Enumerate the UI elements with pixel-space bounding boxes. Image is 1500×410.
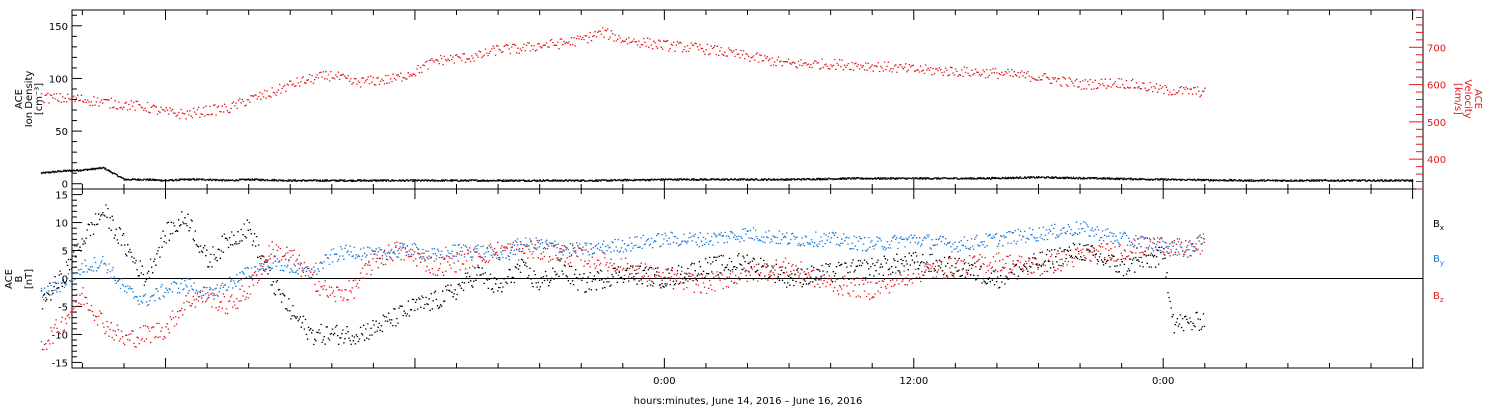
b-axis-label-line2: B xyxy=(14,275,25,282)
bz-series xyxy=(40,236,1206,351)
b-tick-label: -5 xyxy=(58,302,68,313)
density-axis-label-line3: [cm⁻³] xyxy=(34,83,45,115)
x-axis-title: hours:minutes, June 14, 2016 – June 16, … xyxy=(634,396,863,407)
x-axis-ticks: 0:00 12:00 0:00 xyxy=(81,10,1414,387)
by-series xyxy=(40,221,1206,307)
velocity-tick-label: 500 xyxy=(1427,118,1446,129)
x-tick-label: 0:00 xyxy=(653,376,675,387)
density-series xyxy=(40,166,1414,182)
b-tick-label: 15 xyxy=(55,191,68,202)
top-panel-ticks: 0 50 100 150 400 500 600 700 xyxy=(49,9,1446,191)
density-axis-label-line2: Ion Density xyxy=(24,71,35,128)
density-axis-label: ACE Ion Density [cm⁻³] xyxy=(14,71,45,128)
b-axis-label-line1: ACE xyxy=(4,269,15,289)
velocity-axis-label: ACE Velocity [km/s] xyxy=(1452,79,1483,118)
b-axis-label-line3: [nT] xyxy=(24,269,35,289)
x-tick-label: 12:00 xyxy=(899,376,928,387)
density-tick-label: 100 xyxy=(49,74,68,85)
legend-by: By xyxy=(1433,254,1444,267)
velocity-series xyxy=(40,27,1206,120)
legend-bz: Bz xyxy=(1433,291,1444,304)
b-tick-label: 0 xyxy=(62,275,68,286)
velocity-axis-label-line3: [km/s] xyxy=(1452,83,1463,115)
b-tick-label: 10 xyxy=(55,219,68,230)
velocity-axis-label-line2: Velocity xyxy=(1462,79,1473,118)
bx-series xyxy=(40,204,1206,346)
x-tick-label: 0:00 xyxy=(1152,376,1174,387)
b-tick-label: 5 xyxy=(62,247,68,258)
velocity-tick-label: 600 xyxy=(1427,81,1446,92)
density-tick-label: 0 xyxy=(62,180,68,191)
top-panel-series xyxy=(40,27,1414,182)
b-legend: Bx By Bz xyxy=(1433,219,1444,304)
b-tick-label: -10 xyxy=(52,330,68,341)
bottom-panel-ticks: -15 -10 -5 0 5 10 15 xyxy=(52,191,1423,369)
density-axis-label-line1: ACE xyxy=(14,89,25,109)
density-tick-label: 150 xyxy=(49,22,68,33)
velocity-tick-label: 700 xyxy=(1427,43,1446,54)
b-axis-label: ACE B [nT] xyxy=(4,269,35,289)
b-tick-label: -15 xyxy=(52,358,68,369)
velocity-axis-label-line1: ACE xyxy=(1472,89,1483,109)
velocity-tick-label: 400 xyxy=(1427,155,1446,166)
legend-bx: Bx xyxy=(1433,219,1444,232)
bottom-panel-series xyxy=(40,204,1206,351)
density-tick-label: 50 xyxy=(55,127,68,138)
top-panel-frame xyxy=(71,9,1424,190)
